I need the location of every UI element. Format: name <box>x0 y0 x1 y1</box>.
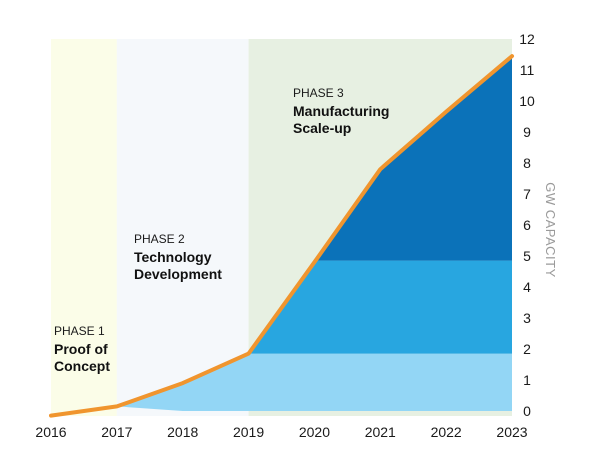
capacity-line-path <box>49 54 514 418</box>
y-tick-label: 3 <box>523 310 531 326</box>
phase-3-number: PHASE 3 <box>293 86 344 100</box>
y-tick-label: 4 <box>523 279 531 295</box>
x-tick-label: 2019 <box>233 424 264 440</box>
phase-1-number: PHASE 1 <box>54 324 105 338</box>
phase-3-name-line: Manufacturing <box>293 103 389 119</box>
x-axis: 2016 2017 2018 2019 2020 2021 2022 2023 <box>35 424 527 440</box>
capacity-band-2 <box>248 260 512 354</box>
phase-1-name-line: Proof of <box>54 341 108 357</box>
x-tick-label: 2016 <box>35 424 66 440</box>
y-tick-label: 11 <box>520 62 535 78</box>
phase-3-name-line: Scale-up <box>293 120 351 136</box>
y-tick-label: 12 <box>519 31 535 47</box>
y-tick-label: 7 <box>523 186 531 202</box>
phase-2-name-line: Technology <box>134 249 212 265</box>
y-axis-label: GW CAPACITY <box>543 182 558 278</box>
x-tick-label: 2020 <box>299 424 330 440</box>
x-tick-label: 2018 <box>167 424 198 440</box>
capacity-bands <box>116 56 513 411</box>
y-tick-label: 9 <box>523 124 531 140</box>
x-tick-label: 2023 <box>496 424 527 440</box>
y-tick-label: 2 <box>523 341 531 357</box>
capacity-band-3 <box>315 56 512 261</box>
y-tick-label: 1 <box>523 372 531 388</box>
x-tick-label: 2017 <box>101 424 132 440</box>
y-tick-label: 10 <box>519 93 535 109</box>
capacity-line <box>49 54 514 418</box>
phase-2-background <box>116 39 249 416</box>
y-tick-label: 0 <box>523 403 531 419</box>
x-tick-label: 2021 <box>365 424 396 440</box>
phase-1-background <box>51 39 117 416</box>
y-tick-label: 5 <box>523 248 531 264</box>
phase-2-number: PHASE 2 <box>134 232 185 246</box>
y-tick-label: 6 <box>523 217 531 233</box>
phase-1-name-line: Concept <box>54 358 110 374</box>
capacity-band-1 <box>116 353 513 411</box>
phase-2-name-line: Development <box>134 266 222 282</box>
x-tick-label: 2022 <box>431 424 462 440</box>
y-tick-label: 8 <box>523 155 531 171</box>
